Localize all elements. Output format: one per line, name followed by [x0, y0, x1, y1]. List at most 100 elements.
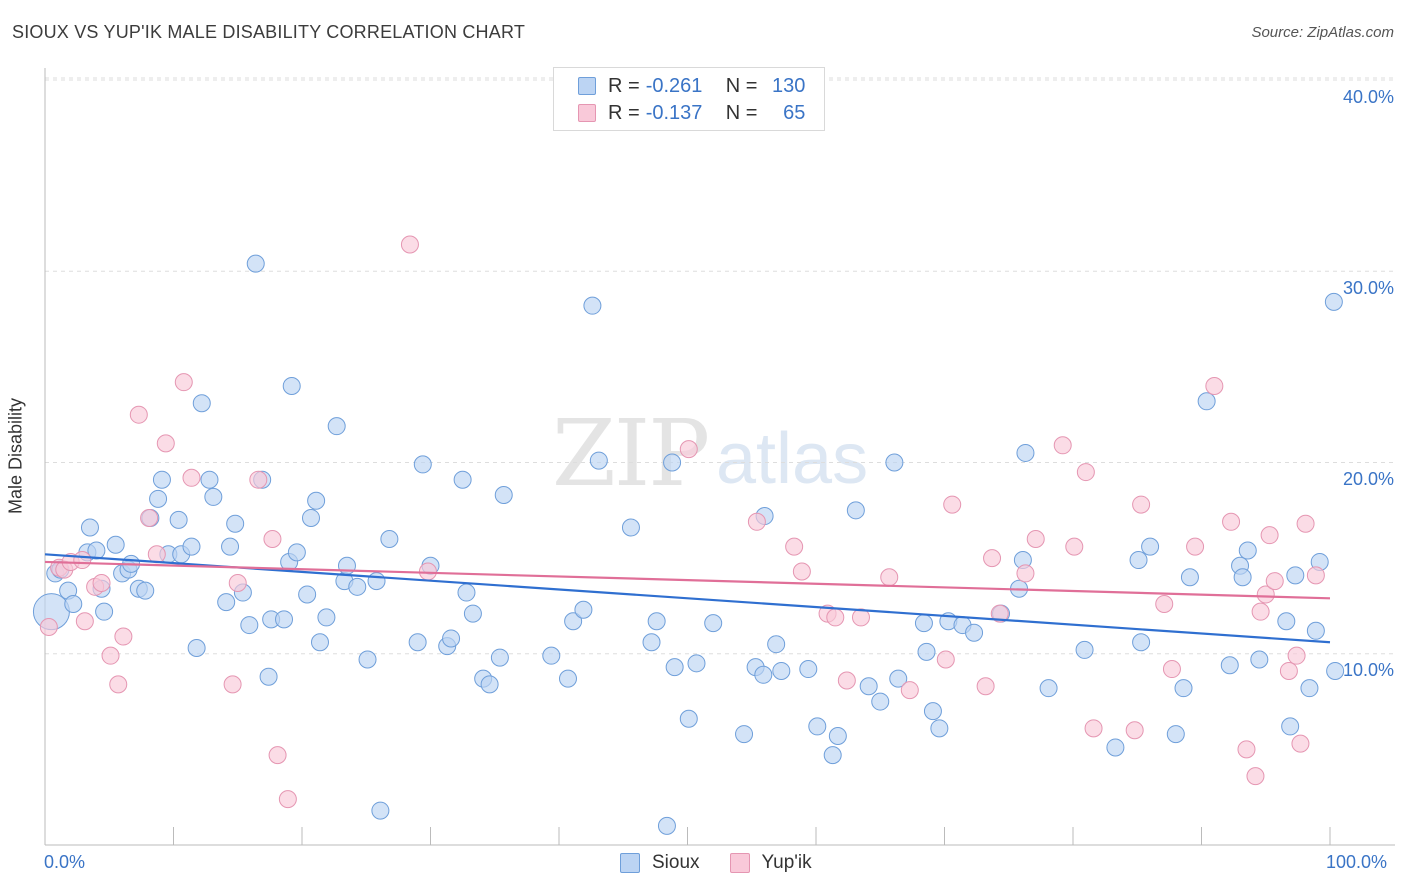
yupik-point [109, 675, 128, 694]
sioux-point [169, 510, 188, 529]
yupik-swatch [729, 853, 750, 873]
sioux-point [327, 417, 346, 436]
sioux-point [1220, 656, 1239, 675]
legend-row-yupik: R = -0.137 N = 65 [578, 100, 805, 126]
sioux-point [799, 660, 818, 679]
sioux-point [317, 608, 336, 627]
sioux-point [149, 489, 168, 508]
sioux-point [663, 453, 682, 472]
sioux-point [282, 377, 301, 395]
sioux-point [408, 633, 427, 652]
sioux-point [679, 709, 698, 728]
yupik-point [1296, 514, 1315, 533]
sioux-point [589, 451, 608, 470]
legend-row-sioux: R = -0.261 N = 130 [578, 73, 805, 99]
yupik-point [1291, 734, 1310, 753]
yupik-point [1155, 595, 1174, 614]
sioux-point [1300, 679, 1319, 698]
yupik-point [990, 604, 1009, 623]
yupik-point [785, 537, 804, 556]
sioux-point [348, 577, 367, 596]
sioux-point [1250, 650, 1269, 669]
sioux-point [442, 629, 461, 648]
sioux-point [413, 455, 432, 474]
yupik-point [792, 562, 811, 581]
sioux-point [1197, 392, 1216, 411]
sioux-point [301, 508, 320, 527]
yupik-point [1287, 646, 1306, 665]
sioux-point [358, 650, 377, 669]
y-tick-label-30: 30.0% [1342, 278, 1394, 298]
sioux-point [859, 677, 878, 696]
yupik-point [1251, 602, 1270, 621]
sioux-point [583, 296, 602, 315]
sioux-point [1174, 679, 1193, 698]
yupik-point [129, 405, 148, 424]
yupik-point [182, 468, 201, 487]
sioux-point [246, 254, 265, 273]
yupik-point [747, 512, 766, 531]
yupik-point [400, 235, 419, 254]
r-label: R = [608, 101, 640, 124]
yupik-point [1246, 767, 1265, 786]
sioux-point [1180, 568, 1199, 587]
yupik-point [1256, 585, 1275, 604]
sioux-point [87, 541, 106, 560]
sioux-point [453, 470, 472, 489]
n-label: N = [725, 74, 758, 97]
sioux-point [457, 583, 476, 602]
sioux-point [136, 581, 155, 600]
sioux-point [923, 702, 942, 721]
chart-title: SIOUX VS YUP'IK MALE DISABILITY CORRELAT… [12, 22, 526, 42]
sioux-point [200, 470, 219, 489]
sioux-point [914, 614, 933, 633]
sioux-point [965, 623, 984, 642]
yupik-point [75, 612, 94, 631]
sioux-point [542, 646, 561, 665]
sioux-point [772, 661, 791, 680]
yupik-point [1237, 740, 1256, 759]
yupik-swatch [578, 104, 596, 122]
sioux-swatch [620, 853, 640, 873]
sioux-point [642, 633, 661, 652]
yupik-point [1016, 564, 1035, 583]
legend-item-sioux: Sioux [620, 852, 700, 874]
yupik-point [679, 440, 698, 459]
n-value: 65 [783, 101, 806, 124]
r-label: R = [608, 74, 640, 97]
sioux-point [647, 612, 666, 631]
sioux-point [187, 639, 206, 658]
sioux-point [490, 648, 509, 667]
sioux-point [226, 514, 245, 533]
sioux-point [704, 614, 723, 633]
yupik-point [114, 627, 133, 646]
sioux-point [657, 816, 676, 835]
series-legend: Sioux Yup'ik [620, 852, 842, 874]
sioux-point [1306, 621, 1325, 640]
n-label: N = [725, 101, 758, 124]
sioux-point [494, 486, 513, 505]
sioux-point [917, 642, 936, 661]
yupik-point [1053, 436, 1072, 455]
yupik-point [1065, 537, 1084, 556]
sioux-point [64, 595, 83, 614]
sioux-point [1277, 612, 1296, 631]
yupik-point [228, 573, 247, 592]
yupik-point [147, 545, 166, 564]
yupik-point [140, 508, 159, 527]
sioux-point [275, 610, 294, 629]
yupik-point [73, 551, 92, 570]
yupik-point [1265, 572, 1284, 591]
sioux-point [558, 669, 577, 688]
sioux-point [808, 717, 827, 736]
sioux-point [1281, 717, 1300, 736]
y-tick-label-10: 10.0% [1342, 660, 1394, 680]
sioux-point [152, 470, 171, 489]
yupik-point [983, 549, 1002, 568]
sioux-point [1039, 679, 1058, 698]
sioux-point [1238, 541, 1257, 560]
yupik-point [1260, 526, 1279, 545]
yupik-point [826, 608, 845, 627]
sioux-point [221, 537, 240, 556]
